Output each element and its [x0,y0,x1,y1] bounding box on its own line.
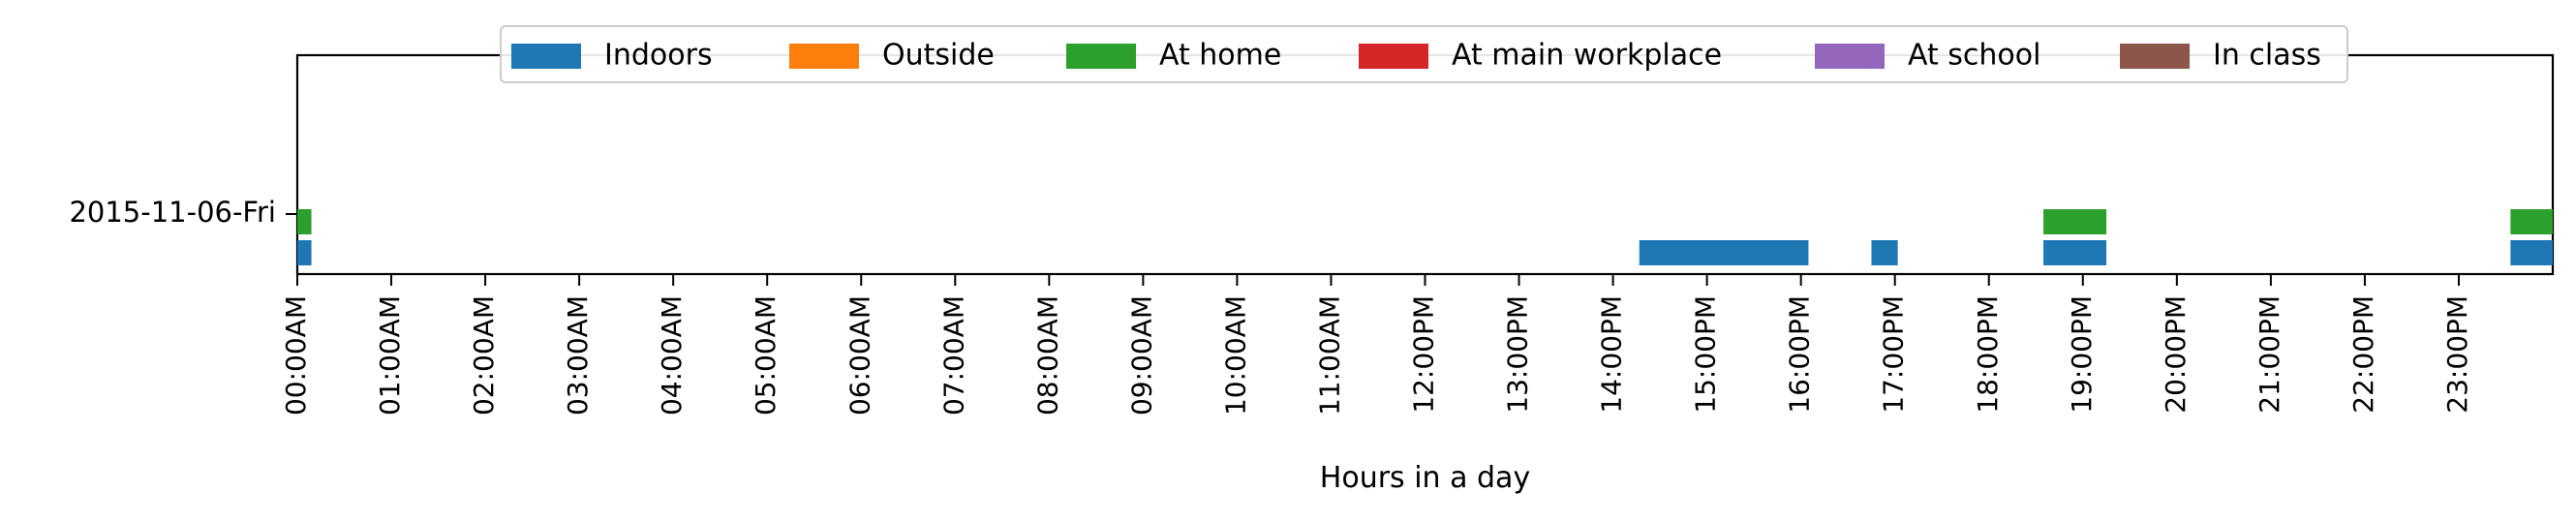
x-tick-label: 14:00PM [1596,295,1628,414]
bar-indoors [2510,240,2553,265]
x-tick-label: 23:00PM [2441,295,2473,414]
bar-at-home [2043,209,2107,234]
x-tick-label: 11:00AM [1313,295,1345,415]
x-tick-label: 02:00AM [468,295,500,415]
legend-swatch [1815,44,1885,69]
x-tick-label: 09:00AM [1125,295,1157,415]
legend-label: At school [1908,39,2040,73]
x-tick-label: 21:00PM [2254,295,2285,414]
x-tick-label: 19:00PM [2066,295,2098,414]
legend-swatch [2120,44,2190,69]
x-tick-label: 16:00PM [1784,295,1816,414]
x-tick-label: 04:00AM [656,295,688,415]
legend-label: In class [2213,39,2321,73]
legend-swatch [789,44,859,69]
y-tick-label: 2015-11-06-Fri [69,196,276,229]
legend-swatch [1359,44,1428,69]
x-tick-label: 12:00PM [1408,295,1440,414]
bar-indoors [1639,240,1809,265]
x-tick-label: 17:00PM [1878,295,1910,414]
x-tick-label: 05:00AM [750,295,782,415]
plot-area [295,53,2555,276]
legend: Indoors Outside At home At main workplace At… [500,25,2348,83]
x-tick-label: 00:00AM [280,295,312,415]
legend-label: Indoors [604,39,713,73]
x-tick-label: 18:00PM [1972,295,2004,414]
x-tick-label: 01:00AM [374,295,406,415]
x-tick-label: 20:00PM [2160,295,2192,414]
x-axis-label: Hours in a day [1320,461,1530,495]
x-tick-label: 03:00AM [562,295,594,415]
x-tick-label: 08:00AM [1031,295,1063,415]
legend-label: At main workplace [1452,39,1722,73]
legend-label: At home [1159,39,1281,73]
bar-at-home [297,209,312,234]
legend-swatch [1066,44,1136,69]
bar-indoors [297,240,312,265]
x-tick-label: 22:00PM [2347,295,2379,414]
x-tick-label: 10:00AM [1219,295,1251,415]
plot-frame [295,53,2555,276]
x-tick-label: 06:00AM [843,295,875,415]
legend-label: Outside [882,39,995,73]
x-axis: 2015-11-06-Fri 00:00AM 01:00AM 02:00AM 03:00… [69,196,2473,495]
bar-indoors [2043,240,2107,265]
x-tick-label: 13:00PM [1502,295,1534,414]
legend-swatch [511,44,581,69]
x-tick-label: 07:00AM [937,295,969,415]
bar-indoors [1871,240,1898,265]
x-tick-label: 15:00PM [1690,295,1722,414]
bar-at-home [2510,209,2553,234]
